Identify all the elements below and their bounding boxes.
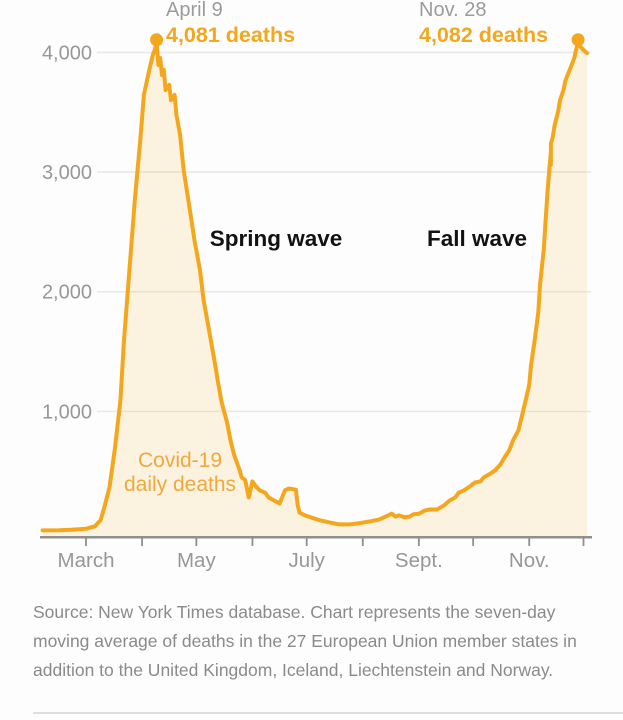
area-fill [42, 42, 588, 537]
x-axis-label: Nov. [509, 549, 550, 572]
deaths-line [40, 40, 590, 533]
bottom-divider [33, 712, 623, 714]
y-axis-label: 1,000 [42, 401, 92, 423]
spring-peak-dot [150, 33, 164, 47]
y-axis-label: 4,000 [42, 42, 92, 64]
covid-deaths-chart: 1,000 2,000 3,000 4,000 March May July Sept. Nov… [40, 33, 592, 572]
y-axis-label: 2,000 [42, 282, 92, 304]
y-axis-label: 3,000 [42, 162, 92, 184]
x-axis-label: May [177, 549, 216, 572]
x-axis-label: March [58, 549, 115, 572]
source-note: Source: New York Times database. Chart r… [33, 602, 577, 680]
x-axis-label: July [288, 549, 325, 572]
x-axis-label: Sept. [395, 549, 443, 572]
fall-peak-dot [571, 33, 585, 47]
